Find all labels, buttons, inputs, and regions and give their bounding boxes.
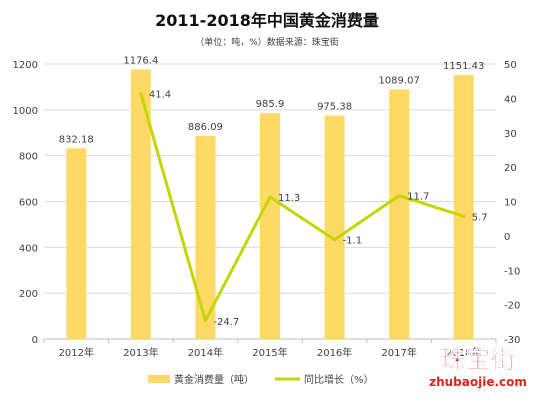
line-data-label: 41.4 xyxy=(149,90,171,101)
bar xyxy=(66,148,87,339)
legend-bar-label: 黄金消费量（吨） xyxy=(174,373,254,386)
bar xyxy=(453,75,474,340)
bar-series xyxy=(66,69,474,340)
bar xyxy=(389,89,410,340)
bar-data-label: 985.9 xyxy=(256,99,285,110)
line-data-label: 11.3 xyxy=(278,193,300,204)
line-point xyxy=(139,92,143,96)
y-right-tick-label: 40 xyxy=(504,94,517,105)
x-tick-label: 2013年 xyxy=(123,346,158,359)
bar-data-label: 1089.07 xyxy=(378,75,419,86)
line-point xyxy=(462,214,466,218)
watermark-brand: 珠宝街 xyxy=(440,345,515,374)
line-point xyxy=(203,319,207,323)
y-right-tick-label: -30 xyxy=(504,335,520,346)
line-data-label: 11.7 xyxy=(407,192,429,203)
y-left-tick-label: 800 xyxy=(19,152,38,163)
bar-data-label: 886.09 xyxy=(188,122,223,133)
y-right-tick-label: 50 xyxy=(504,60,517,71)
x-tick-label: 2015年 xyxy=(252,346,287,359)
line-point xyxy=(333,238,337,242)
growth-line xyxy=(139,93,465,323)
x-tick-label: 2014年 xyxy=(188,346,223,359)
bar xyxy=(260,113,280,340)
watermark: 珠宝街 zhubaojie.com xyxy=(429,345,527,389)
line-data-label: -1.1 xyxy=(343,236,363,247)
axes: 0 200 400 600 800 1000 1200 -30 -20 -10 0 10 20 30 40 5… xyxy=(13,60,521,359)
line-series xyxy=(139,92,466,323)
y-left-tick-label: 0 xyxy=(32,335,38,346)
y-left-tick-label: 600 xyxy=(19,198,38,209)
y-right-tick-label: 20 xyxy=(504,163,517,174)
bar xyxy=(195,135,216,339)
legend-line-label: 同比增长（%） xyxy=(304,373,374,386)
chart-subtitle: （单位：吨，%）数据来源：珠宝街 xyxy=(195,36,339,48)
x-tick-label: 2012年 xyxy=(59,346,94,359)
line-data-label: -24.7 xyxy=(213,317,239,328)
y-right-tick-label: 30 xyxy=(504,129,517,140)
y-right-tick-label: -10 xyxy=(504,266,520,277)
y-right-tick-label: 0 xyxy=(504,232,510,243)
y-left-tick-label: 1000 xyxy=(13,106,38,117)
bar-data-label: 975.38 xyxy=(317,101,352,112)
line-point xyxy=(268,195,272,199)
line-data-label: 5.7 xyxy=(472,212,488,223)
bar-data-label: 1151.43 xyxy=(443,61,484,72)
bar xyxy=(324,115,345,339)
x-tick-label: 2017年 xyxy=(381,346,416,359)
y-right-tick-label: -20 xyxy=(504,301,520,312)
legend: 黄金消费量（吨） 同比增长（%） xyxy=(148,373,374,386)
y-left-tick-label: 400 xyxy=(19,243,38,254)
line-point xyxy=(397,194,401,198)
watermark-url: zhubaojie.com xyxy=(429,375,527,389)
bar xyxy=(130,69,151,340)
legend-bar-swatch xyxy=(148,375,170,383)
x-tick-label: 2018年 xyxy=(446,346,481,359)
data-labels: 832.18 1176.4 886.09 985.9 975.38 1089.07 1151… xyxy=(59,55,488,327)
bar-data-label: 1176.4 xyxy=(123,55,158,66)
chart-title: 2011-2018年中国黄金消费量 xyxy=(155,11,379,30)
y-right-tick-label: 10 xyxy=(504,198,517,209)
bar-data-label: 832.18 xyxy=(59,134,94,145)
y-left-tick-label: 200 xyxy=(19,289,38,300)
y-left-tick-label: 1200 xyxy=(13,60,38,71)
x-tick-label: 2016年 xyxy=(317,346,352,359)
